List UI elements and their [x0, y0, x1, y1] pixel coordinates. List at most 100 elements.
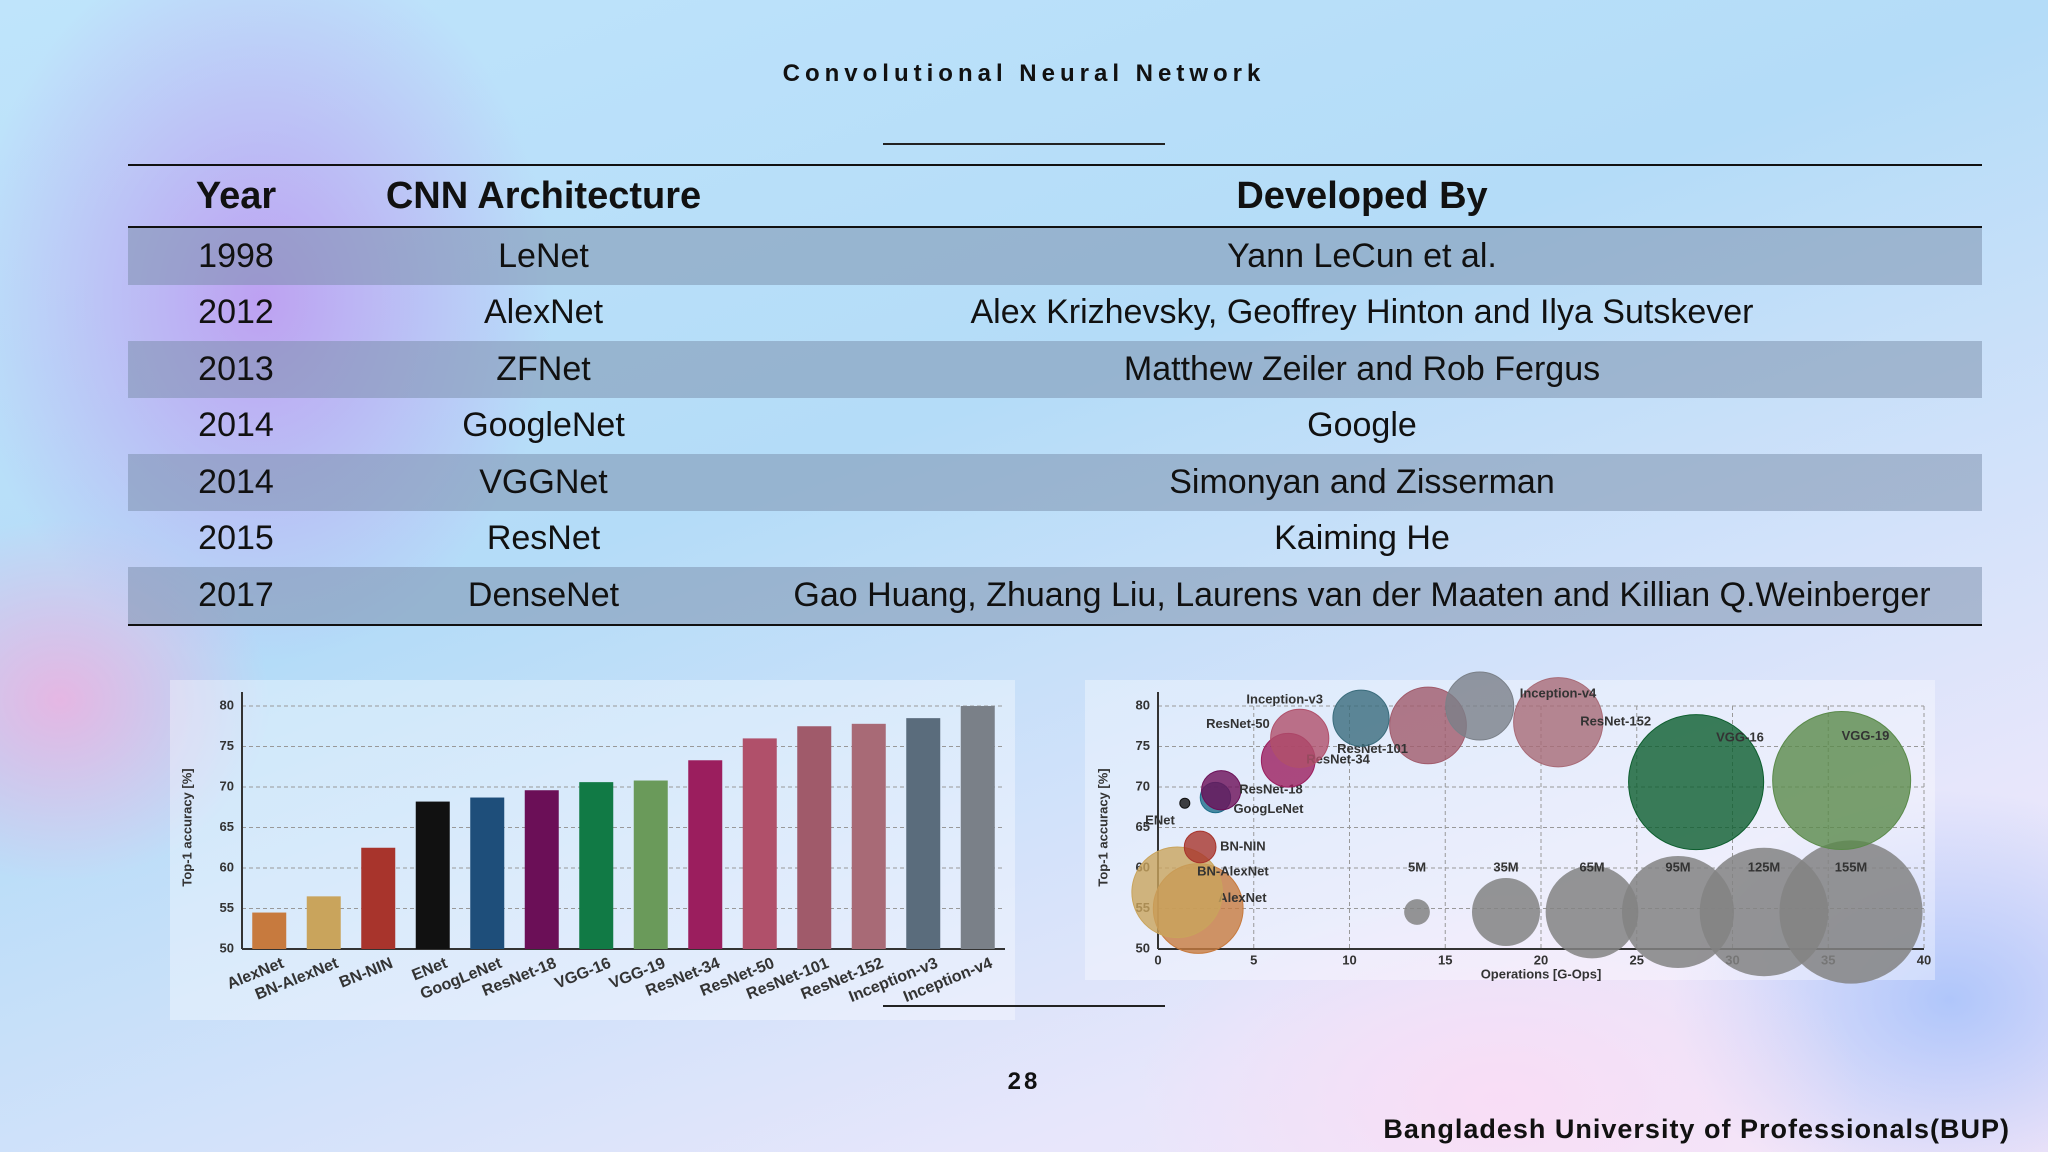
- bubble: [1179, 797, 1191, 809]
- size-legend-bubble: [1545, 865, 1639, 959]
- bar: [633, 780, 668, 949]
- bubble-label: BN-AlexNet: [1197, 864, 1269, 879]
- y-axis-label: Top-1 accuracy [%]: [179, 768, 194, 886]
- x-tick-label: 40: [1917, 952, 1931, 967]
- table-cell: Year: [195, 174, 277, 217]
- table-row: 2017 DenseNet Gao Huang, Zhuang Liu, Laure…: [128, 567, 1982, 624]
- slide-title: Convolutional Neural Network: [782, 60, 1266, 87]
- bubble: [1201, 770, 1242, 811]
- bar: [415, 801, 450, 949]
- size-legend-label: 5M: [1408, 859, 1426, 874]
- table-cell: ResNet: [486, 519, 601, 558]
- bar: [579, 782, 614, 949]
- bubble-label: Inception-v4: [1520, 685, 1597, 700]
- y-tick-label: 75: [1136, 738, 1150, 753]
- table-header: Year CNN Architecture Developed By: [128, 166, 1982, 228]
- y-tick-label: 70: [220, 778, 234, 793]
- bar: [470, 797, 505, 949]
- bubble: [1772, 711, 1912, 851]
- size-legend-label: 125M: [1748, 859, 1781, 874]
- table-cell: ZFNet: [496, 349, 591, 388]
- table-cell: Gao Huang, Zhuang Liu, Laurens van der M…: [793, 575, 1931, 614]
- table-cell: 2017: [198, 575, 274, 614]
- bar: [524, 790, 559, 949]
- table-cell: 2014: [198, 462, 274, 501]
- x-tick-label: 25: [1630, 952, 1644, 967]
- bubble: [1131, 846, 1223, 939]
- bubble-label: GoogLeNet: [1233, 801, 1304, 816]
- table-cell: Matthew Zeiler and Rob Fergus: [1123, 349, 1601, 388]
- bar: [906, 718, 941, 949]
- table-cell: Yann LeCun et al.: [1227, 236, 1497, 275]
- table-cell: 2015: [198, 519, 274, 558]
- bubble: [1183, 830, 1217, 864]
- table-cell: GoogleNet: [462, 406, 625, 445]
- size-legend-label: 155M: [1835, 859, 1868, 874]
- table-cell: Simonyan and Zisserman: [1169, 462, 1555, 501]
- footer: Bangladesh University of Professionals(B…: [1383, 1114, 2010, 1144]
- x-axis-label: Operations [G-Ops]: [1481, 966, 1602, 981]
- bar: [797, 726, 832, 949]
- y-tick-label: 70: [1136, 778, 1150, 793]
- bubble-label: AlexNet: [1218, 890, 1267, 905]
- x-tick-label: 10: [1342, 952, 1356, 967]
- page-number: 28: [1007, 1068, 1041, 1095]
- table-row: 2014 VGGNet Simonyan and Zisserman: [128, 454, 1982, 511]
- size-legend-bubble: [1471, 877, 1541, 947]
- table-cell: LeNet: [498, 236, 589, 275]
- bubble-label: ResNet-152: [1580, 714, 1651, 729]
- bottom-rule: [883, 1005, 1165, 1007]
- bubble: [1628, 714, 1765, 851]
- table-row: 1998 LeNet Yann LeCun et al.: [128, 228, 1982, 285]
- y-axis-label: Top-1 accuracy [%]: [1095, 768, 1110, 886]
- table-cell: 2012: [198, 293, 274, 332]
- table-cell: CNN Architecture: [385, 174, 702, 217]
- bar: [306, 896, 341, 949]
- bubble-label: BN-NIN: [1220, 838, 1266, 853]
- y-tick-label: 60: [220, 859, 234, 874]
- table-cell: Google: [1307, 406, 1417, 445]
- size-legend-label: 95M: [1665, 859, 1690, 874]
- table-cell: Kaiming He: [1274, 519, 1450, 558]
- table-cell: Developed By: [1236, 174, 1488, 217]
- table-cell: DenseNet: [467, 575, 620, 614]
- bubble: [1445, 671, 1515, 741]
- bubble-label: ResNet-50: [1206, 716, 1270, 731]
- bubble: [1513, 677, 1604, 768]
- bar: [688, 760, 723, 949]
- size-legend-label: 35M: [1493, 859, 1518, 874]
- y-tick-label: 50: [1136, 940, 1150, 955]
- size-legend-bubble: [1621, 855, 1735, 969]
- bar: [851, 723, 886, 949]
- table-cell: VGGNet: [479, 462, 608, 501]
- bubble-label: VGG-19: [1842, 728, 1890, 743]
- size-legend-label: 65M: [1579, 859, 1604, 874]
- y-tick-label: 55: [220, 900, 234, 915]
- bubble-label: ENet: [1145, 813, 1175, 828]
- y-tick-label: 50: [220, 940, 234, 955]
- table-row: 2013 ZFNet Matthew Zeiler and Rob Fergus: [128, 341, 1982, 398]
- y-tick-label: 80: [1136, 697, 1150, 712]
- bubble: [1270, 708, 1330, 768]
- x-tick-label: 5: [1250, 952, 1257, 967]
- table-row: 2014 GoogleNet Google: [128, 398, 1982, 455]
- size-legend-bubble: [1404, 899, 1430, 925]
- table-row: 2012 AlexNet Alex Krizhevsky, Geoffrey Hin…: [128, 285, 1982, 342]
- y-tick-label: 80: [220, 697, 234, 712]
- table: Year CNN Architecture Developed By 1998 LeNe…: [128, 164, 1982, 626]
- bubble-label: VGG-16: [1716, 730, 1764, 745]
- table-cell: 2013: [198, 349, 274, 388]
- table-cell: 2014: [198, 406, 274, 445]
- x-tick-label: 20: [1534, 952, 1548, 967]
- bar: [960, 706, 995, 949]
- bubble-label: Inception-v3: [1246, 692, 1323, 707]
- x-tick-label: 0: [1154, 952, 1161, 967]
- table-cell: AlexNet: [483, 293, 604, 332]
- bubble: [1332, 689, 1390, 747]
- y-tick-label: 75: [220, 738, 234, 753]
- table-cell: Alex Krizhevsky, Geoffrey Hinton and Ily…: [970, 293, 1754, 332]
- table-row: 2015 ResNet Kaiming He: [128, 511, 1982, 568]
- bar: [252, 912, 287, 949]
